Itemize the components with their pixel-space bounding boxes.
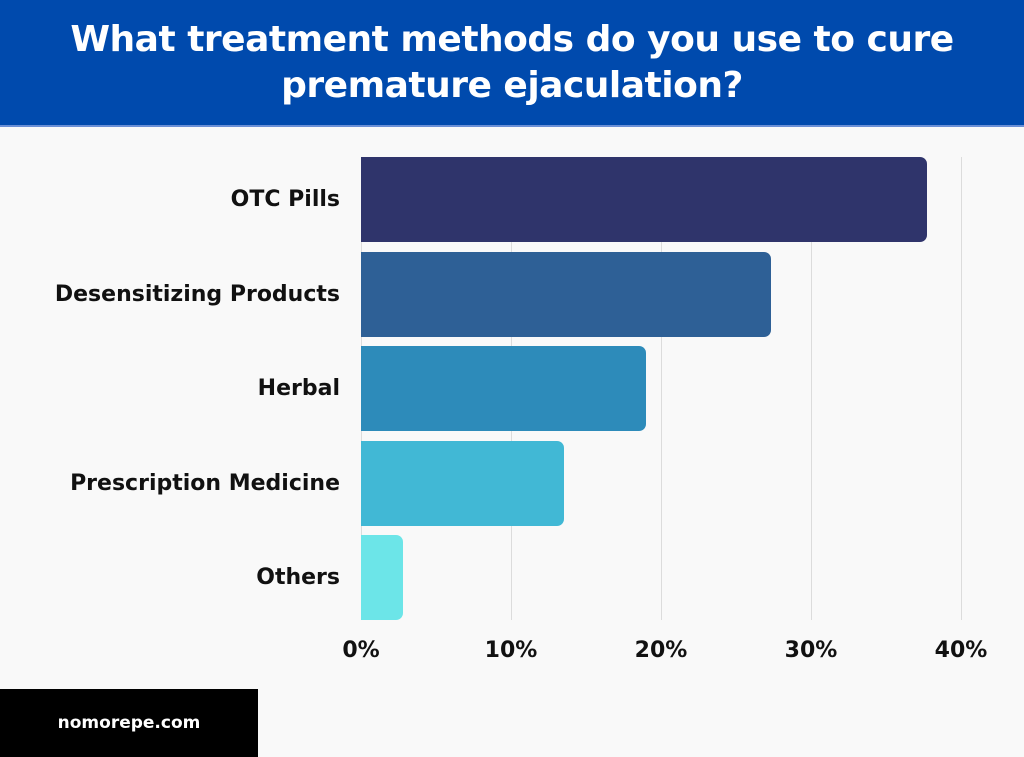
bar-herbal <box>361 346 646 431</box>
x-tick-label: 40% <box>934 638 988 663</box>
x-tick-label: 0% <box>342 638 380 663</box>
bar-otc-pills <box>361 157 927 242</box>
gridline-20 <box>661 157 662 620</box>
category-label: Others <box>256 565 340 590</box>
x-tick-label: 10% <box>484 638 538 663</box>
chart-title: What treatment methods do you use to cur… <box>70 18 954 106</box>
category-label: OTC Pills <box>230 187 340 212</box>
source-footer: nomorepe.com <box>0 689 258 757</box>
category-label: Herbal <box>257 376 340 401</box>
x-tick-label: 20% <box>634 638 688 663</box>
gridline-30 <box>811 157 812 620</box>
bar-others <box>361 535 403 620</box>
title-banner: What treatment methods do you use to cur… <box>0 0 1024 125</box>
header-divider <box>0 125 1024 127</box>
bar-prescription-medicine <box>361 441 564 526</box>
gridline-40 <box>961 157 962 620</box>
site-name: nomorepe.com <box>57 713 201 733</box>
category-label: Prescription Medicine <box>70 471 340 496</box>
x-tick-label: 30% <box>784 638 838 663</box>
bar-desensitizing-products <box>361 252 771 337</box>
category-label: Desensitizing Products <box>54 282 340 307</box>
